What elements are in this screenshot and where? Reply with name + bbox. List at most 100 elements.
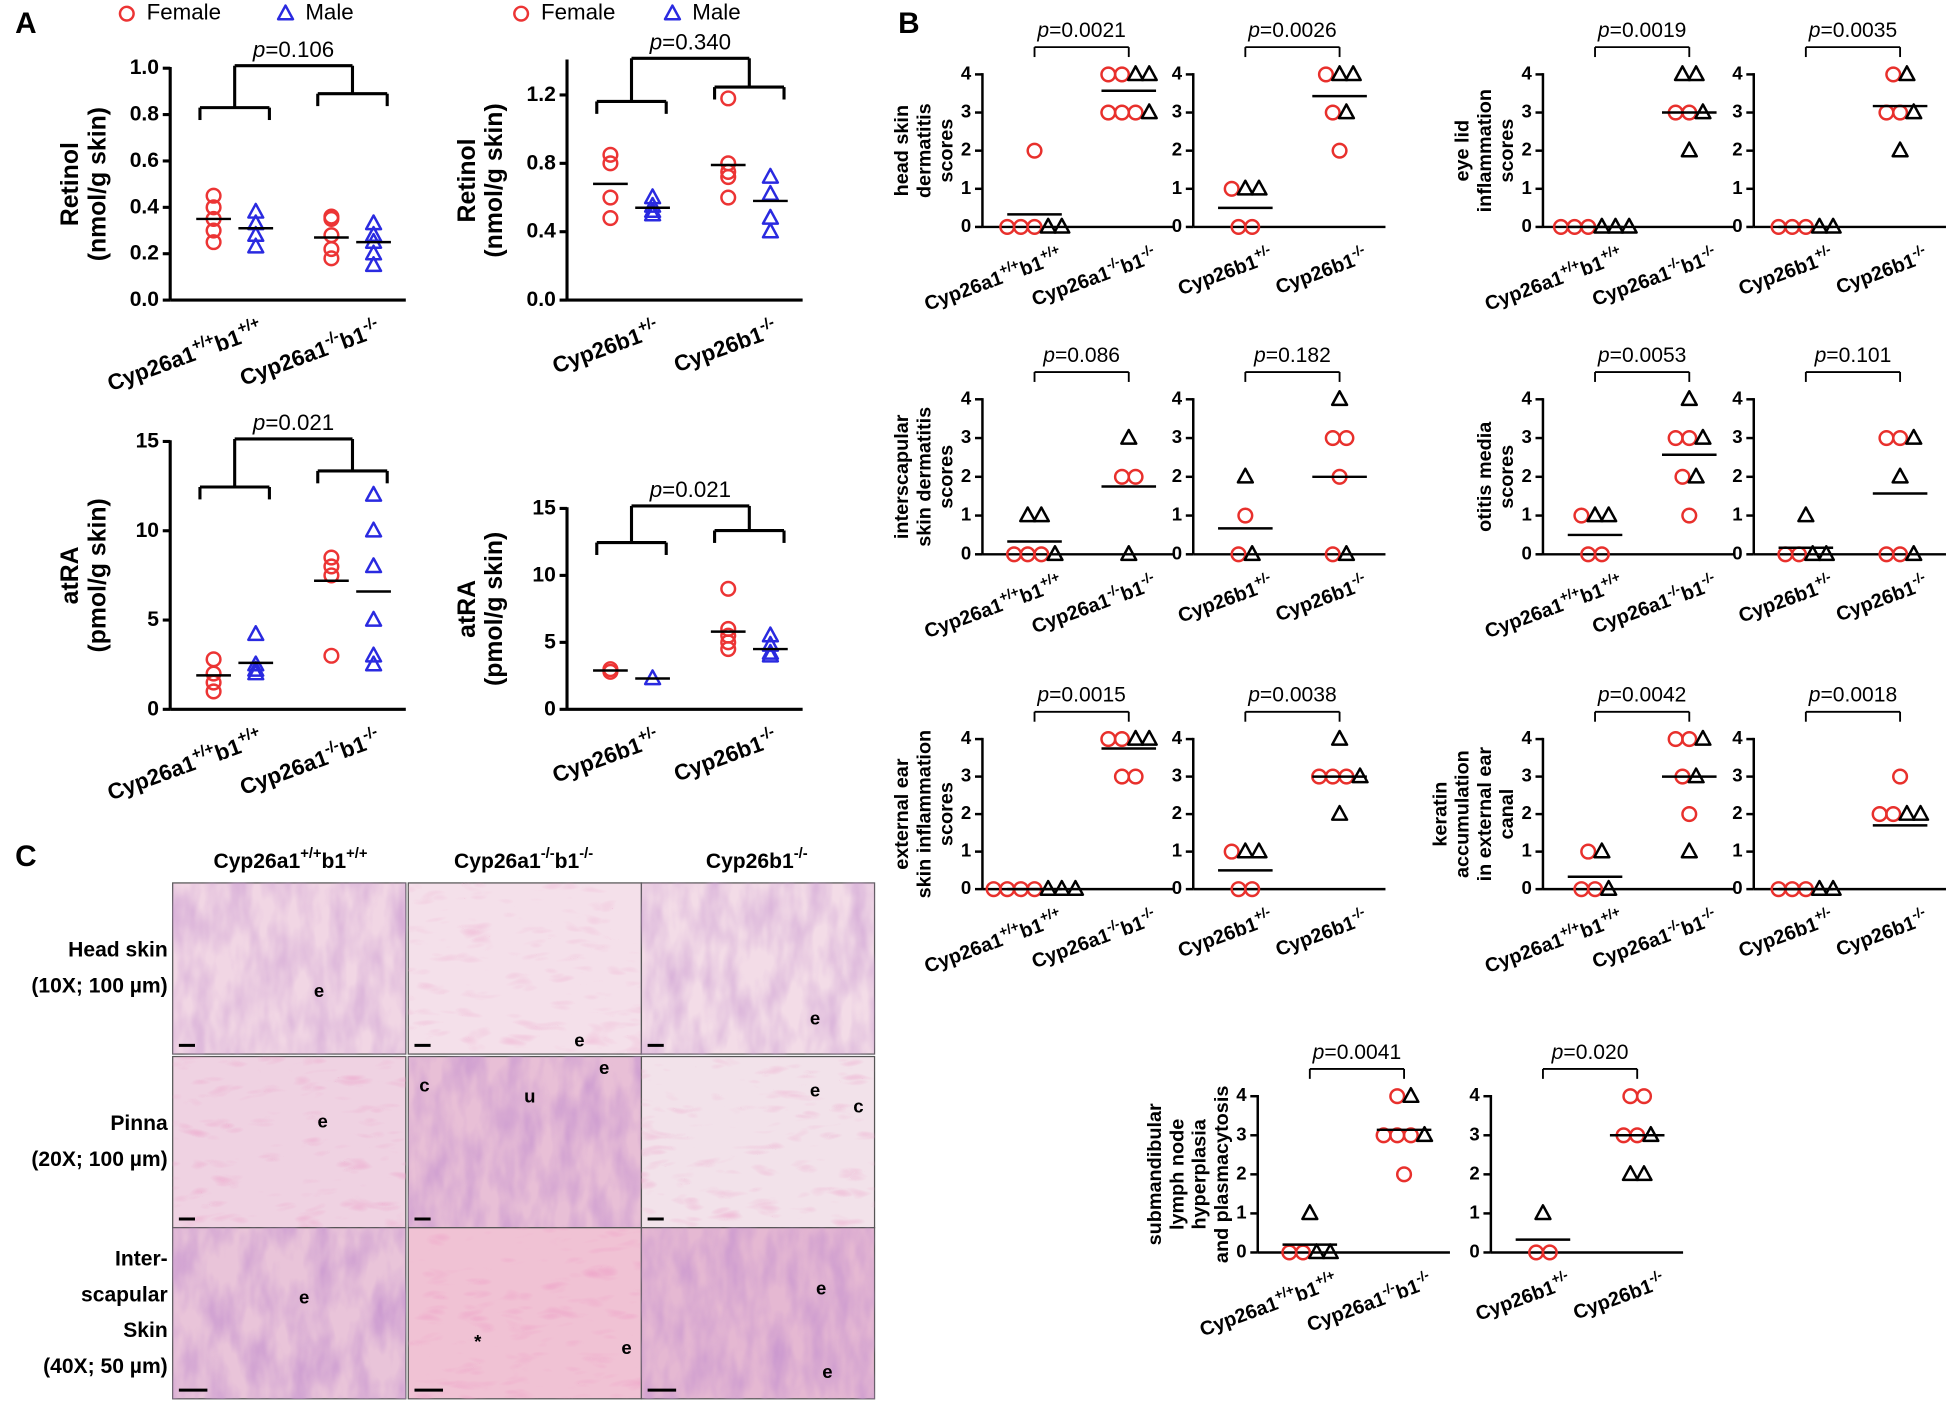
data-point	[1402, 1127, 1419, 1144]
y-tick-label: 0.0	[527, 288, 556, 311]
data-point	[761, 635, 780, 652]
y-tick-label: 0	[1732, 542, 1742, 563]
y-tick-label: 3	[1469, 1123, 1479, 1144]
data-point	[1534, 1204, 1552, 1221]
data-point	[1337, 103, 1356, 120]
data-point	[761, 643, 780, 660]
data-point	[323, 210, 340, 227]
data-point	[720, 580, 737, 597]
y-tick-label: 2	[961, 465, 971, 486]
y-tick-label: 2	[961, 802, 971, 823]
data-point	[1620, 217, 1638, 234]
data-point	[1593, 842, 1611, 859]
column-header: Cyp26b1-/-	[706, 846, 808, 873]
data-point	[205, 683, 222, 700]
legend-label: Female	[147, 0, 221, 25]
data-point	[1324, 104, 1341, 121]
histology-texture	[172, 882, 406, 1055]
data-point	[1599, 879, 1618, 896]
data-point	[1330, 804, 1349, 821]
data-point	[364, 646, 383, 663]
p-value: p=0.0053	[1597, 343, 1687, 366]
y-tick-label: 1	[1172, 177, 1182, 198]
y-axis-label: atRA	[453, 580, 480, 638]
p-value: p=0.0026	[1247, 19, 1337, 42]
row-label: (40X; 50 µm)	[43, 1355, 168, 1378]
data-point	[247, 625, 265, 642]
y-tick-label: 4	[961, 387, 972, 408]
data-point	[1100, 104, 1117, 121]
data-point	[643, 196, 662, 213]
data-point	[1120, 545, 1138, 562]
row-label: Skin	[123, 1319, 168, 1342]
data-point	[1892, 104, 1909, 121]
y-tick-label: 0	[544, 697, 556, 720]
y-tick-label: 4	[1172, 387, 1183, 408]
column-header: Cyp26a1+/+b1+/+	[213, 846, 367, 873]
y-tick-label: 1	[1732, 177, 1742, 198]
data-point	[1892, 429, 1909, 447]
p-value: p=0.0035	[1808, 19, 1898, 42]
histology-texture	[172, 1056, 406, 1228]
data-point	[1905, 428, 1923, 445]
data-point	[1243, 545, 1261, 562]
data-point	[1244, 218, 1261, 235]
x-tick-label: Cyp26b1+/-	[1734, 240, 1837, 300]
data-point	[1113, 731, 1131, 748]
y-tick-label: 4	[961, 62, 972, 83]
data-point	[1237, 507, 1254, 524]
histology-texture	[641, 1227, 875, 1399]
data-point	[761, 646, 780, 663]
y-tick-label: 0.4	[527, 219, 557, 242]
data-point	[1681, 429, 1698, 447]
y-tick-label: 5	[544, 630, 556, 653]
data-point	[1120, 428, 1138, 445]
data-point	[602, 189, 619, 206]
data-point	[1026, 218, 1043, 235]
data-point	[1694, 428, 1712, 445]
y-axis-label: (pmol/g skin)	[84, 498, 111, 652]
legend-marker	[513, 5, 530, 22]
p-value: p=0.020	[1551, 1040, 1629, 1063]
data-point	[1236, 179, 1255, 196]
p-value: p=0.021	[649, 477, 731, 502]
data-point	[602, 155, 619, 172]
y-axis-label: dermatitis	[914, 103, 936, 198]
image-annotation: e	[810, 1079, 820, 1100]
image-annotation: e	[599, 1057, 609, 1078]
y-tick-label: 4	[1732, 62, 1743, 83]
data-point	[1330, 729, 1349, 746]
data-point	[1635, 1088, 1653, 1105]
y-tick-label: 2	[1732, 139, 1742, 160]
x-tick-label: Cyp26b1-/-	[1831, 240, 1931, 299]
y-tick-label: 0	[961, 877, 971, 898]
data-point	[1113, 768, 1131, 785]
data-point	[1307, 1243, 1326, 1260]
data-point	[1878, 429, 1895, 447]
data-point	[364, 485, 383, 502]
image-annotation: c	[853, 1095, 863, 1116]
data-point	[1236, 467, 1255, 484]
image-annotation: e	[621, 1337, 631, 1358]
y-axis-label: in external ear	[1474, 747, 1496, 882]
y-tick-label: 3	[961, 100, 971, 121]
legend-label: Male	[692, 0, 740, 25]
y-tick-label: 3	[1236, 1123, 1246, 1144]
y-axis-label: Retinol	[57, 142, 84, 226]
y-tick-label: 1.0	[130, 56, 159, 79]
y-tick-label: 1	[1521, 177, 1531, 198]
data-point	[1127, 104, 1144, 121]
y-tick-label: 0	[1521, 877, 1531, 898]
data-point	[1113, 66, 1131, 83]
data-point	[1402, 1086, 1420, 1104]
data-point	[1337, 545, 1356, 562]
y-axis-label: keratin	[1430, 782, 1452, 847]
data-point	[1113, 468, 1131, 485]
data-point	[1244, 881, 1261, 898]
y-axis-label: Retinol	[453, 138, 480, 222]
y-tick-label: 0	[1732, 877, 1742, 898]
image-annotation: e	[810, 1007, 820, 1028]
data-point	[602, 146, 619, 163]
data-point	[205, 674, 222, 691]
y-tick-label: 2	[1521, 802, 1531, 823]
